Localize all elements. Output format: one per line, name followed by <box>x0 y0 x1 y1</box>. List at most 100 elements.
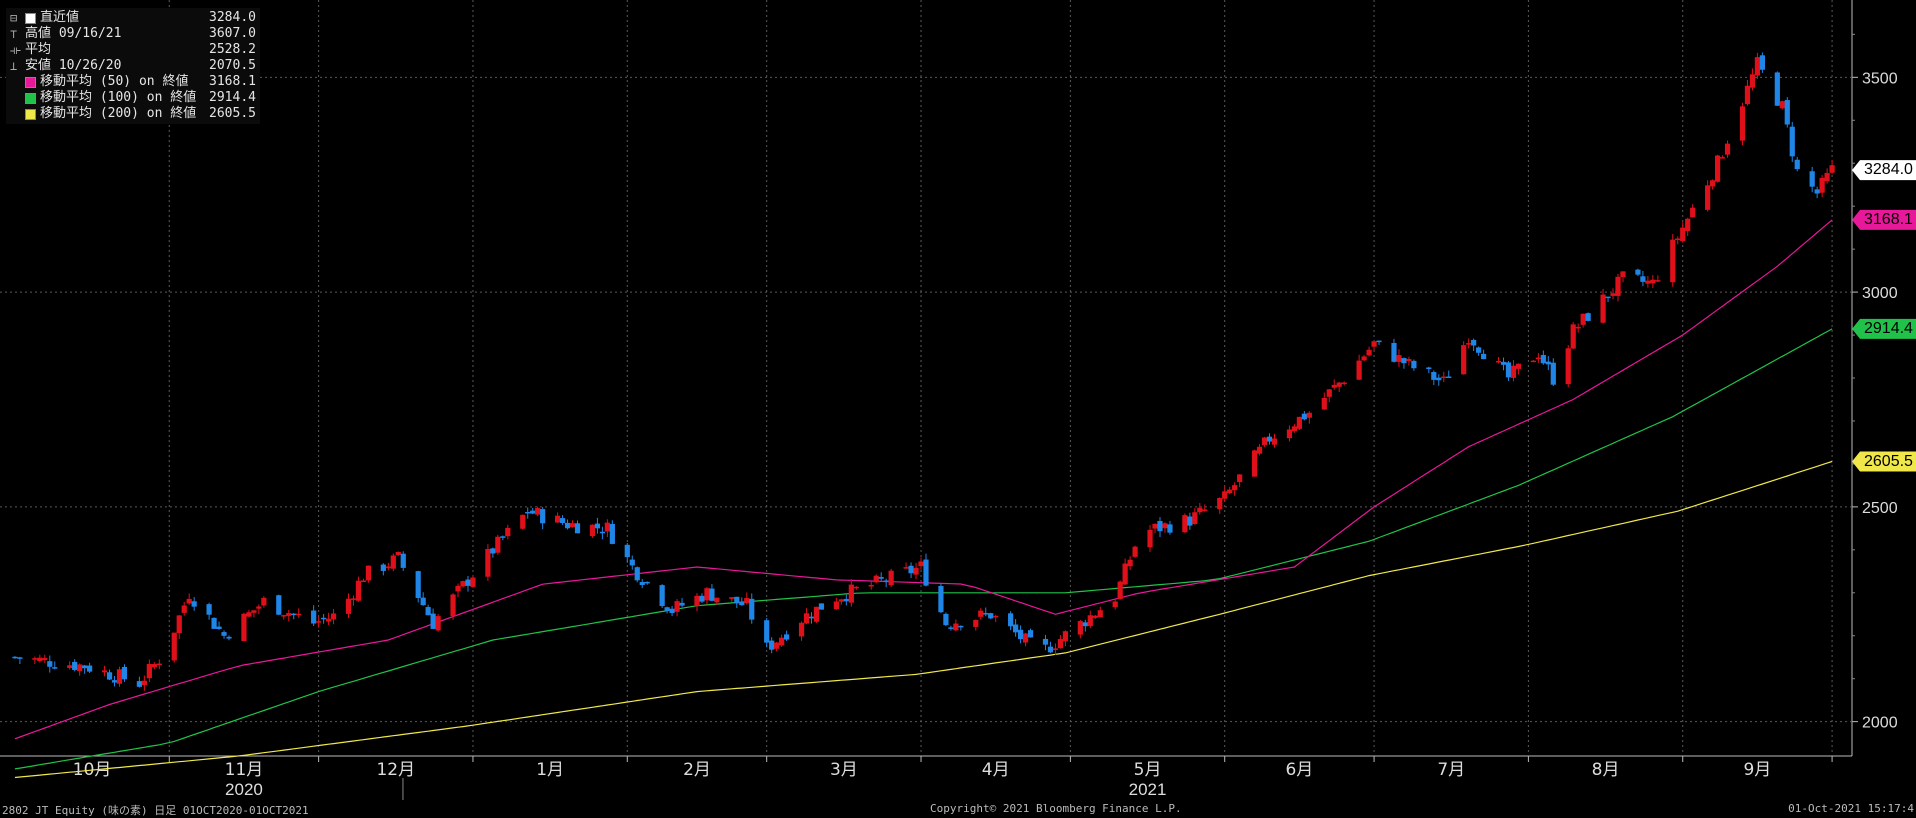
candle-up <box>316 621 322 623</box>
candle-down <box>1047 646 1054 653</box>
last-value-tag <box>1852 160 1916 181</box>
candle-up <box>589 524 596 537</box>
candle-up <box>1749 74 1756 88</box>
candle-up <box>1829 165 1835 173</box>
legend-value: 3168.1 <box>209 74 256 89</box>
candle-down <box>1431 372 1437 380</box>
candle-down <box>430 613 436 629</box>
candle-down <box>808 616 815 619</box>
candle-up <box>1261 437 1268 445</box>
y-tick-label: 2000 <box>1862 715 1898 732</box>
candle-up <box>1147 529 1153 548</box>
candle-up <box>913 567 919 575</box>
candle-up <box>1341 382 1347 385</box>
candle-down <box>106 672 113 680</box>
candle-down <box>599 531 605 534</box>
candle-up <box>1754 57 1761 76</box>
candle-down <box>415 571 421 598</box>
candle-up <box>176 615 182 634</box>
candle-up <box>744 598 750 604</box>
candle-up <box>1580 313 1586 325</box>
candle-up <box>435 616 441 631</box>
candle-up <box>1819 177 1825 193</box>
candle-down <box>669 608 675 614</box>
candle-up <box>1057 639 1064 649</box>
candle-up <box>1371 341 1377 347</box>
candle-up <box>1227 489 1233 494</box>
candle-up <box>485 548 491 577</box>
legend-label: 平均 <box>25 42 52 57</box>
candle-up <box>1132 546 1138 557</box>
tree-collapse-icon[interactable]: ⊟ <box>10 11 18 25</box>
candle-up <box>32 658 38 660</box>
candle-down <box>739 601 745 606</box>
candle-down <box>1027 630 1034 638</box>
candle-down <box>1794 159 1800 170</box>
candle-up <box>1022 633 1029 643</box>
candle-up <box>853 586 859 589</box>
candle-up <box>729 597 735 599</box>
candle-up <box>385 566 391 569</box>
candle-down <box>769 640 775 650</box>
candle-up <box>141 680 147 685</box>
low-marker-icon: ⊥ <box>10 59 18 73</box>
candle-up <box>554 515 561 523</box>
candle-down <box>1082 622 1088 627</box>
candle-up <box>1356 360 1362 380</box>
candle-down <box>17 657 23 659</box>
candle-up <box>520 514 526 529</box>
candle-up <box>1062 631 1068 642</box>
legend-label: 安値 10/26/20 <box>25 58 122 73</box>
candle-down <box>425 607 431 616</box>
candle-down <box>380 564 386 571</box>
candle-up <box>1232 485 1238 491</box>
candle-up <box>37 657 43 662</box>
candle-up <box>833 601 839 610</box>
candle-up <box>1217 498 1223 510</box>
candle-down <box>1426 367 1432 369</box>
candle-up <box>774 642 780 649</box>
candle-up <box>1286 429 1293 439</box>
average-marker-icon: ⟛ <box>10 43 21 57</box>
chart-legend: ⊟ 直近値 3284.0 ⊤ 高値 09/16/21 3607.0 ⟛ 平均 2528… <box>6 8 260 124</box>
candle-up <box>1719 157 1726 159</box>
candle-up <box>325 618 332 622</box>
candle-down <box>594 523 601 529</box>
month-label: 1月 <box>536 760 564 780</box>
candle-down <box>82 665 88 669</box>
candle-down <box>530 510 536 514</box>
candle-up <box>241 613 247 642</box>
candle-up <box>1052 648 1059 650</box>
month-label: 8月 <box>1592 760 1620 780</box>
candle-down <box>1640 276 1646 282</box>
candle-up <box>1112 601 1118 608</box>
candle-up <box>1441 376 1447 379</box>
candle-down <box>883 580 889 582</box>
candle-up <box>350 598 357 600</box>
candle-down <box>211 617 217 629</box>
candle-up <box>1714 155 1721 182</box>
last-value-tag <box>1852 318 1916 339</box>
candle-down <box>321 617 327 620</box>
candle-down <box>1605 296 1611 299</box>
candle-up <box>1620 271 1626 278</box>
candle-up <box>1326 389 1332 397</box>
candle-up <box>1087 615 1093 627</box>
candle-down <box>12 656 18 659</box>
candle-down <box>564 522 571 529</box>
footer-security: 2802 JT Equity (味の素) 日足 01OCT2020-01OCT2… <box>2 804 309 817</box>
candle-down <box>52 667 58 669</box>
candle-up <box>1690 207 1696 218</box>
ma50-swatch <box>25 76 36 88</box>
candle-down <box>1401 358 1407 364</box>
candle-up <box>390 555 396 569</box>
candle-down <box>1505 362 1512 378</box>
footer-timestamp: 01-Oct-2021 15:17:4 <box>1788 802 1914 815</box>
month-label: 7月 <box>1437 760 1465 780</box>
candle-down <box>490 548 496 554</box>
candle-down <box>1759 55 1765 70</box>
legend-value: 2528.2 <box>209 42 256 57</box>
candle-up <box>1222 491 1228 499</box>
candle-up <box>1535 357 1541 360</box>
legend-high: ⊤ 高値 09/16/21 3607.0 <box>10 26 256 42</box>
